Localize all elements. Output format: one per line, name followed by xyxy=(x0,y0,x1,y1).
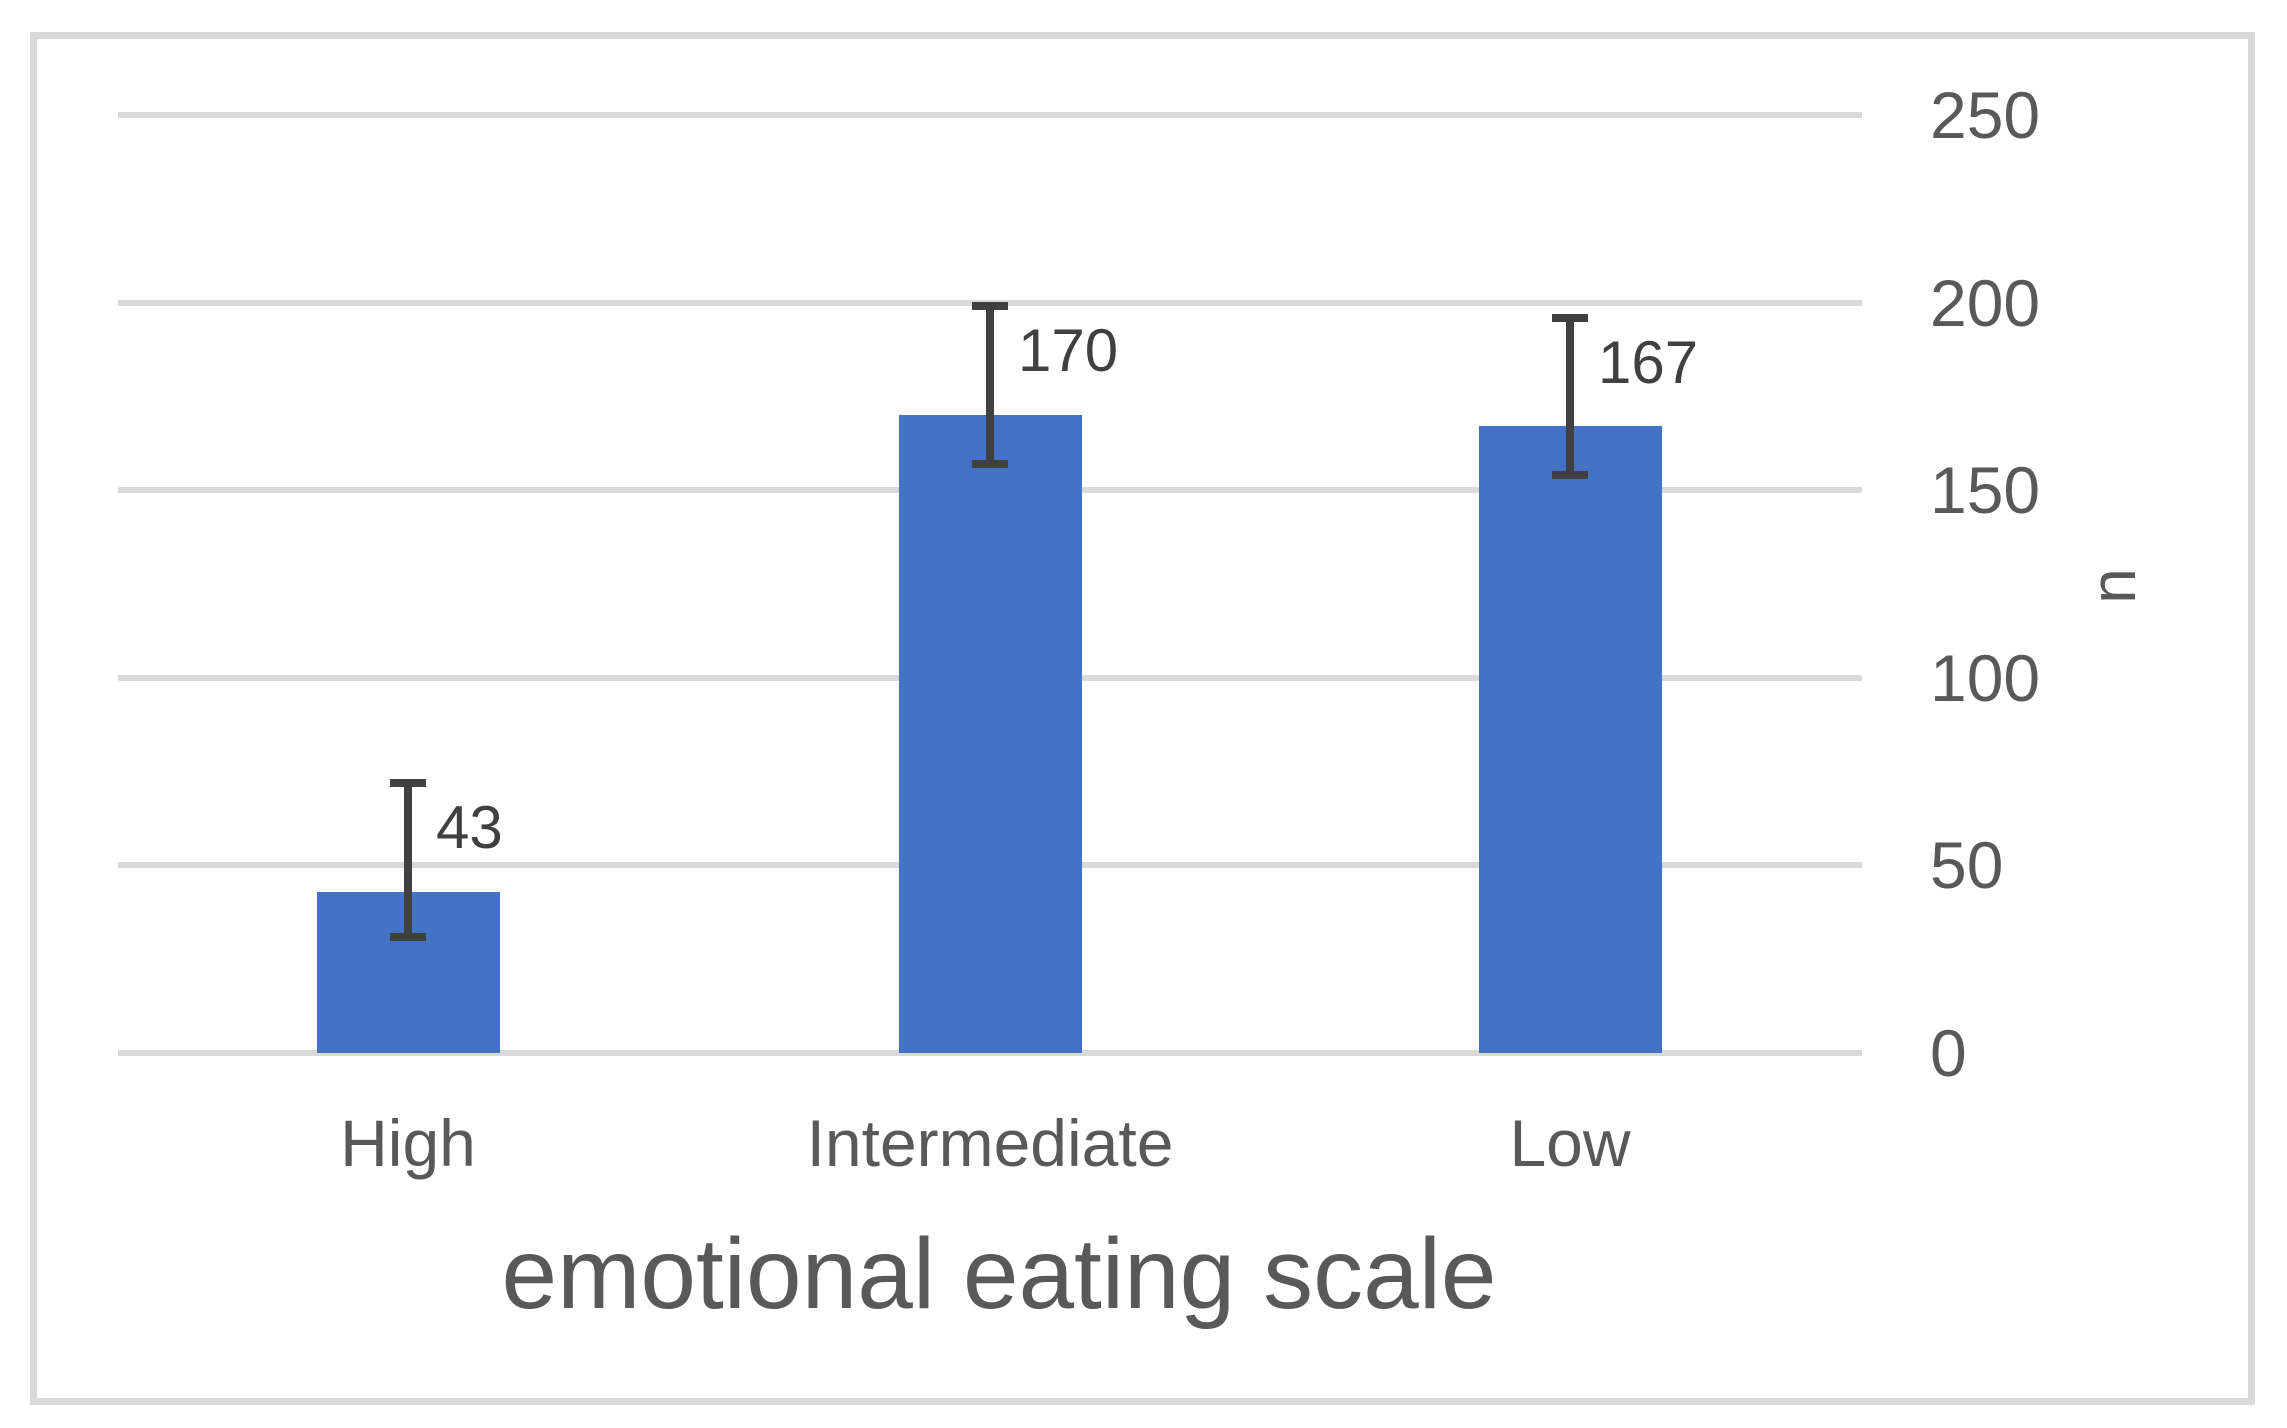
y-axis-title: n xyxy=(2077,568,2149,604)
data-label-intermediate: 170 xyxy=(1018,317,1119,385)
gridline-0 xyxy=(118,1050,1862,1056)
error-bar-low xyxy=(1566,317,1574,476)
data-label-low: 167 xyxy=(1598,328,1699,396)
data-label-high: 43 xyxy=(436,793,503,861)
category-label-high: High xyxy=(340,1106,476,1180)
error-bar-low-top-cap xyxy=(1552,313,1588,322)
error-bar-high-bottom-cap xyxy=(390,932,426,941)
y-tick-label-0: 0 xyxy=(1930,1016,1967,1090)
gridline-250 xyxy=(118,112,1862,118)
y-tick-label-100: 100 xyxy=(1930,640,2041,715)
bar-intermediate xyxy=(898,415,1082,1053)
y-tick-label-250: 250 xyxy=(1930,78,2041,152)
error-bar-high-top-cap xyxy=(390,778,426,787)
error-bar-intermediate-bottom-cap xyxy=(972,459,1008,468)
chart-frame xyxy=(30,32,2255,1405)
y-tick-label-50: 50 xyxy=(1930,828,2004,903)
error-bar-intermediate xyxy=(986,306,994,464)
y-tick-label-200: 200 xyxy=(1930,265,2041,340)
bar-low xyxy=(1478,426,1662,1053)
x-axis-title: emotional eating scale xyxy=(501,1218,1497,1330)
error-bar-intermediate-top-cap xyxy=(972,302,1008,311)
category-label-intermediate: Intermediate xyxy=(806,1106,1174,1180)
category-label-low: Low xyxy=(1509,1106,1631,1180)
error-bar-low-bottom-cap xyxy=(1552,471,1588,480)
error-bar-high xyxy=(404,782,412,937)
y-tick-label-150: 150 xyxy=(1930,453,2041,528)
